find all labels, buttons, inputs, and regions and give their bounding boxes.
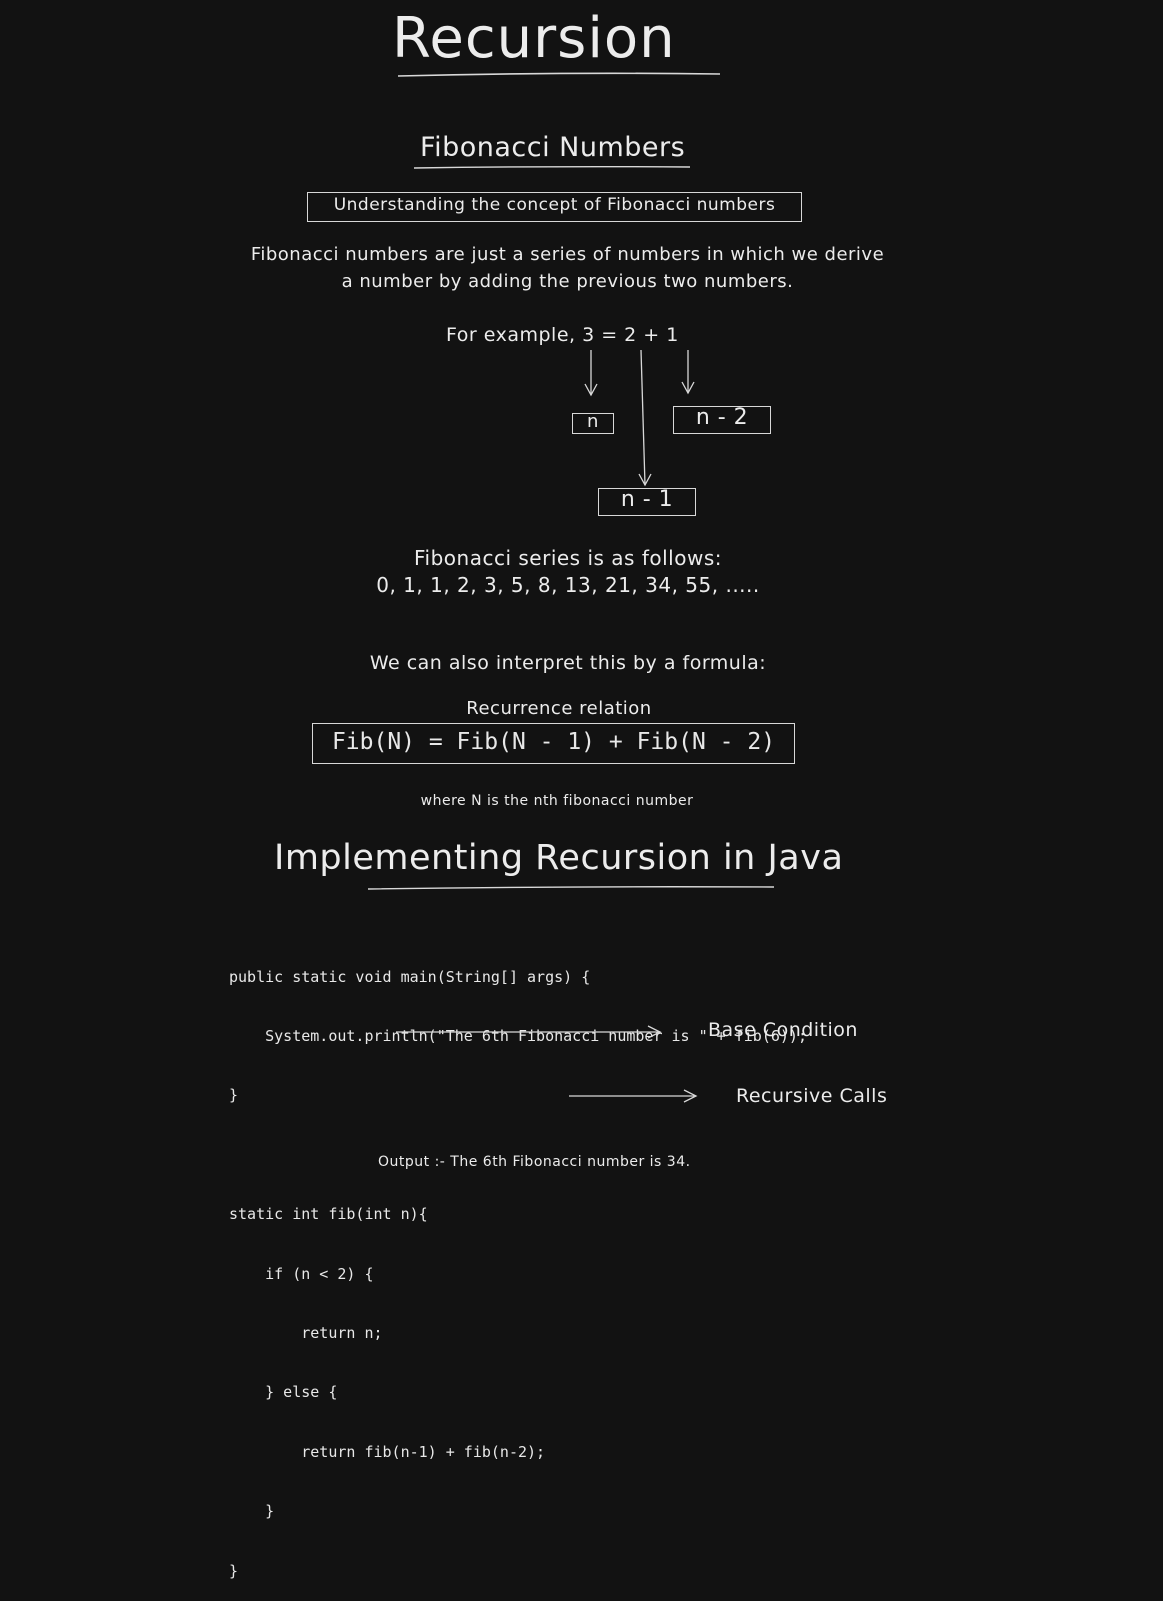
- title-underline: [397, 72, 721, 77]
- box-n-minus-2: [673, 406, 771, 434]
- code-line: return n;: [229, 1323, 383, 1342]
- base-condition-arrow: [396, 1025, 662, 1039]
- annotation-arrows: [396, 1025, 698, 1103]
- base-condition-label: Base Condition: [708, 1019, 858, 1041]
- formula-note: where N is the nth fibonacci number: [420, 793, 694, 809]
- page-title: Recursion: [392, 6, 676, 71]
- formula: Fib(N) = Fib(N - 1) + Fib(N - 2): [331, 729, 776, 755]
- box-n-minus-2-label: n - 2: [695, 405, 749, 430]
- example-line: For example, 3 = 2 + 1: [446, 324, 679, 346]
- java-heading-underline: [367, 886, 775, 890]
- recurrence-label: Recurrence relation: [466, 698, 652, 719]
- box-n-minus-1-label: n - 1: [620, 487, 674, 512]
- arrow-to-n-minus-1: [638, 349, 652, 487]
- concept-label-box: [307, 192, 802, 222]
- recursive-calls-label: Recursive Calls: [736, 1085, 888, 1107]
- series-values: 0, 1, 1, 2, 3, 5, 8, 13, 21, 34, 55, ...…: [376, 573, 760, 597]
- code-line: }: [229, 1561, 239, 1580]
- code-line: }: [229, 1502, 275, 1521]
- recursive-calls-arrow: [569, 1089, 698, 1103]
- description-line-2: a number by adding the previous two numb…: [341, 271, 794, 292]
- output-line: Output :- The 6th Fibonacci number is 34…: [378, 1154, 691, 1170]
- description-line-1: Fibonacci numbers are just a series of n…: [250, 244, 885, 265]
- formula-box: [312, 723, 795, 764]
- formula-intro: We can also interpret this by a formula:: [369, 652, 767, 674]
- box-n-minus-1: [598, 488, 696, 516]
- example-arrows: [584, 349, 695, 487]
- fibonacci-heading: Fibonacci Numbers: [420, 132, 686, 163]
- box-n-label: n: [587, 411, 599, 432]
- code-line: public static void main(String[] args) {: [229, 967, 591, 986]
- code-line: }: [229, 1086, 239, 1105]
- code-line: static int fib(int n){: [229, 1205, 428, 1224]
- concept-label: Understanding the concept of Fibonacci n…: [333, 195, 776, 215]
- arrow-to-n-minus-2: [681, 350, 695, 395]
- code-line: return fib(n-1) + fib(n-2);: [229, 1442, 546, 1461]
- java-heading: Implementing Recursion in Java: [274, 838, 844, 878]
- arrow-to-n: [584, 350, 598, 397]
- box-n: [572, 413, 614, 434]
- code-line: } else {: [229, 1383, 338, 1402]
- code-line: if (n < 2) {: [229, 1264, 374, 1283]
- series-label: Fibonacci series is as follows:: [414, 546, 722, 570]
- fibonacci-heading-underline: [413, 165, 691, 169]
